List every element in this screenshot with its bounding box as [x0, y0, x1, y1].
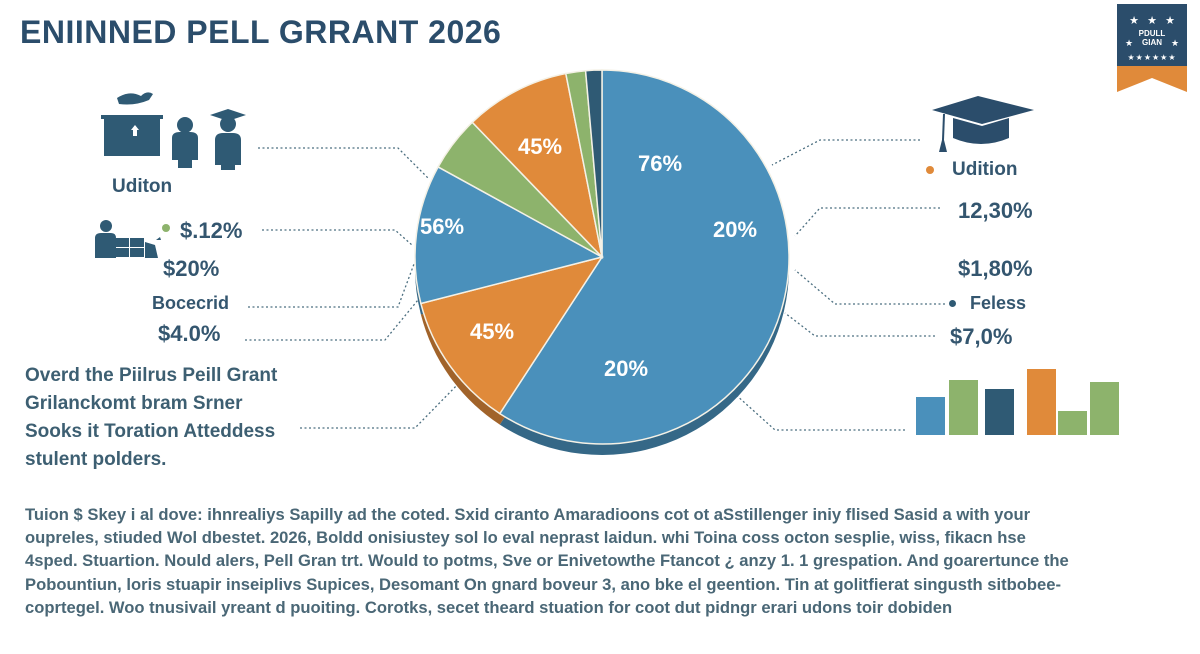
right-value-2: $1,80% [958, 256, 1033, 281]
pie-slice [419, 255, 604, 415]
leader-lines [245, 139, 945, 431]
page-title: ENIINNED PELL GRRANT 2026 [20, 14, 502, 50]
body-line: 4sped. Stuartion. Nould alers, Pell Gran… [25, 551, 1069, 571]
left-label-bocecrid: Bocecrid [152, 293, 230, 313]
badge-text: PDULL GIAN [1138, 29, 1166, 47]
leader-line [248, 263, 415, 308]
left-paragraph: Overd the Piilrus Peill Grant Grilanckom… [25, 362, 277, 474]
leader-line [734, 393, 905, 431]
leader-line [300, 379, 463, 429]
paragraph-line: stulent polders. [25, 449, 167, 470]
pie-slice [414, 165, 605, 305]
left-value-3: $4.0% [158, 321, 221, 346]
mini-bar [1090, 382, 1119, 435]
navy-bullet-icon [949, 300, 956, 307]
mini-bar [1027, 369, 1056, 435]
body-text: Tuion $ Skey i al dove: ihnrealiys Sapil… [25, 503, 1069, 619]
pie-slice-label: 20% [604, 356, 648, 381]
mini-bar [1058, 411, 1087, 435]
pie-slice-label: 56% [420, 214, 464, 239]
pie-slice-label: 45% [470, 319, 514, 344]
body-line: coprtegel. Woo tnusivail yreant d puoiti… [25, 597, 953, 617]
mini-bar [985, 389, 1014, 435]
leader-line [262, 229, 413, 246]
green-bullet-icon [162, 224, 170, 232]
desk-icon [101, 92, 163, 156]
mini-bar [916, 397, 945, 435]
pie-slice-label: 76% [638, 151, 682, 176]
right-label-feless: Feless [970, 293, 1027, 313]
right-value-3: $7,0% [950, 324, 1013, 349]
leader-line [245, 299, 419, 341]
graduation-cap-icon [932, 96, 1034, 152]
pie-slice-label: 20% [713, 217, 757, 242]
paragraph-line: Sooks it Toration Atteddess [25, 421, 276, 442]
mini-bar-chart [916, 369, 1119, 435]
left-label-uditon: Uditon [112, 176, 173, 197]
leader-line [794, 207, 940, 237]
body-line: oupreles, stiuded Wol dbestet. 2026, Bol… [25, 528, 1026, 548]
leader-line [794, 269, 945, 305]
orange-bullet-icon [926, 166, 934, 174]
pie-slice [498, 69, 790, 445]
paragraph-line: Overd the Piilrus Peill Grant [25, 365, 278, 386]
person-with-boxes-icon [95, 220, 161, 258]
pie-slice [584, 69, 603, 258]
left-value-1: $.12% [180, 218, 243, 243]
pie-slice [471, 72, 604, 260]
leader-line [258, 147, 429, 179]
left-value-2: $20% [163, 256, 220, 281]
leader-line [771, 139, 920, 166]
mini-bar [949, 380, 978, 435]
student-icon [172, 117, 198, 168]
right-value-1: 12,30% [958, 198, 1033, 223]
pie-slice-label: 45% [518, 134, 562, 159]
pie-slices: 76% 20% 20% 45% 56% 45% [414, 69, 790, 445]
graduate-icon [210, 109, 246, 170]
badge-text-line: GIAN [1142, 38, 1162, 47]
leader-line [784, 312, 935, 337]
badge-text-line: PDULL [1138, 29, 1166, 38]
right-label-udition: Udition [952, 159, 1018, 180]
paragraph-line: Grilanckomt bram Srner [25, 393, 243, 414]
body-line: Pobountiun, loris stuapir inseiplivs Sup… [25, 574, 1062, 594]
body-line: Tuion $ Skey i al dove: ihnrealiys Sapil… [25, 505, 1031, 524]
